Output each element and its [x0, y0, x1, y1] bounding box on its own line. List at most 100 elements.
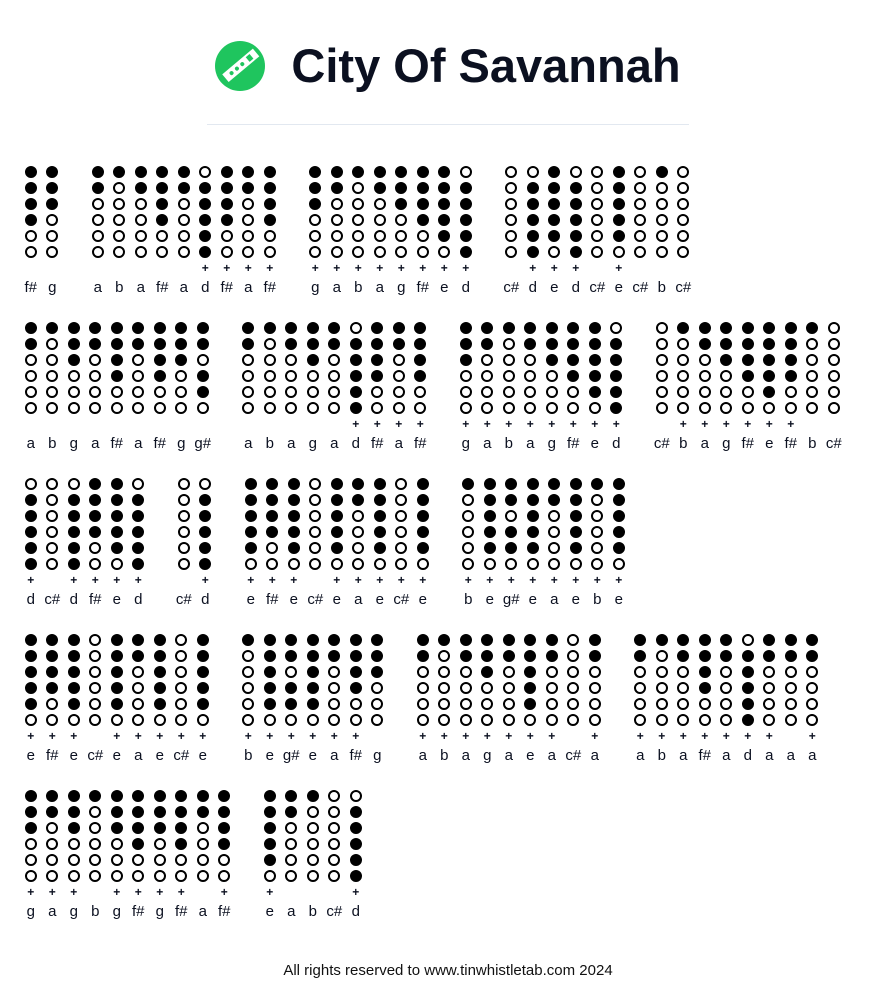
hole-covered — [395, 166, 408, 178]
hole-open — [175, 698, 188, 710]
hole-covered — [263, 838, 276, 850]
hole-covered — [349, 386, 362, 398]
octave-mark: + — [309, 729, 317, 743]
octave-mark: + — [266, 729, 274, 743]
hole-open — [655, 650, 668, 662]
hole-open — [220, 230, 233, 242]
octave-mark: + — [223, 261, 231, 275]
hole-covered — [244, 494, 257, 506]
hole-covered — [526, 510, 539, 522]
hole-covered — [371, 666, 384, 678]
hole-open — [110, 838, 123, 850]
note-label: c# — [825, 435, 842, 452]
note-label: f# — [131, 903, 145, 920]
hole-open — [285, 386, 298, 398]
hole-covered — [569, 542, 582, 554]
hole-open — [634, 230, 647, 242]
hole-open — [89, 354, 102, 366]
note-label: d — [69, 591, 78, 608]
hole-covered — [610, 386, 623, 398]
note-column: + e — [106, 632, 128, 765]
hole-open — [175, 402, 188, 414]
hole-open — [655, 230, 668, 242]
hole-covered — [655, 166, 668, 178]
hole-open — [46, 854, 59, 866]
note-label: g — [547, 435, 556, 452]
octave-mark: + — [529, 261, 537, 275]
hole-open — [306, 870, 319, 882]
phrase-group: + g + a + b + a + g + f# + e + d — [455, 320, 627, 453]
note-column: + g# — [501, 476, 523, 609]
hole-open — [242, 682, 255, 694]
hole-covered — [548, 494, 561, 506]
hole-covered — [132, 494, 145, 506]
note-label: g# — [502, 591, 520, 608]
hole-covered — [588, 354, 601, 366]
hole-open — [459, 666, 472, 678]
hole-open — [328, 666, 341, 678]
note-column: + g# — [281, 632, 303, 765]
octave-mark: + — [397, 573, 405, 587]
hole-open — [677, 230, 690, 242]
hole-open — [175, 666, 188, 678]
hole-covered — [763, 322, 776, 334]
hole-covered — [89, 790, 102, 802]
hole-open — [110, 714, 123, 726]
octave-mark: + — [615, 261, 623, 275]
hole-open — [545, 402, 558, 414]
hole-covered — [67, 338, 80, 350]
hole-covered — [110, 370, 123, 382]
note-column: c# — [85, 632, 107, 765]
octave-mark: + — [266, 261, 274, 275]
hole-open — [524, 402, 537, 414]
note-column: + d — [522, 164, 544, 297]
hole-open — [309, 214, 322, 226]
hole-covered — [285, 634, 298, 646]
hole-open — [806, 386, 819, 398]
note-column: + d — [195, 164, 217, 297]
hole-covered — [67, 698, 80, 710]
phrase-group: a b a f# a + d + f# + a + f# — [87, 164, 281, 297]
hole-covered — [218, 838, 231, 850]
hole-covered — [548, 214, 561, 226]
hole-covered — [132, 526, 145, 538]
note-column: + f# — [216, 164, 238, 297]
note-column: + e — [608, 164, 630, 297]
hole-open — [395, 542, 408, 554]
hole-covered — [371, 338, 384, 350]
octave-mark: + — [505, 729, 513, 743]
hole-covered — [462, 478, 475, 490]
hole-open — [91, 246, 104, 258]
note-column: + e — [283, 476, 305, 609]
hole-open — [806, 338, 819, 350]
hole-open — [720, 714, 733, 726]
hole-open — [330, 214, 343, 226]
hole-open — [285, 714, 298, 726]
hole-covered — [110, 698, 123, 710]
phrase-group: + a + b + a + g + a + e + a c# + a — [412, 632, 606, 765]
hole-covered — [263, 634, 276, 646]
octave-mark: + — [333, 261, 341, 275]
hole-open — [306, 386, 319, 398]
hole-covered — [763, 650, 776, 662]
hole-covered — [612, 478, 625, 490]
hole-open — [196, 714, 209, 726]
hole-open — [698, 402, 711, 414]
hole-covered — [438, 166, 451, 178]
phrase-group: c# + d + e + d c# + e c# b c# — [501, 164, 695, 297]
hole-open — [827, 370, 840, 382]
hole-open — [806, 682, 819, 694]
note-label: c# — [589, 279, 606, 296]
hole-open — [505, 246, 518, 258]
hole-open — [462, 542, 475, 554]
hole-covered — [588, 338, 601, 350]
hole-open — [89, 370, 102, 382]
note-column: + e — [63, 632, 85, 765]
note-column: c# — [173, 476, 195, 609]
hole-open — [655, 370, 668, 382]
hole-open — [24, 714, 37, 726]
octave-mark: + — [48, 885, 56, 899]
hole-open — [24, 246, 37, 258]
note-label: f# — [24, 279, 37, 296]
hole-open — [177, 558, 190, 570]
